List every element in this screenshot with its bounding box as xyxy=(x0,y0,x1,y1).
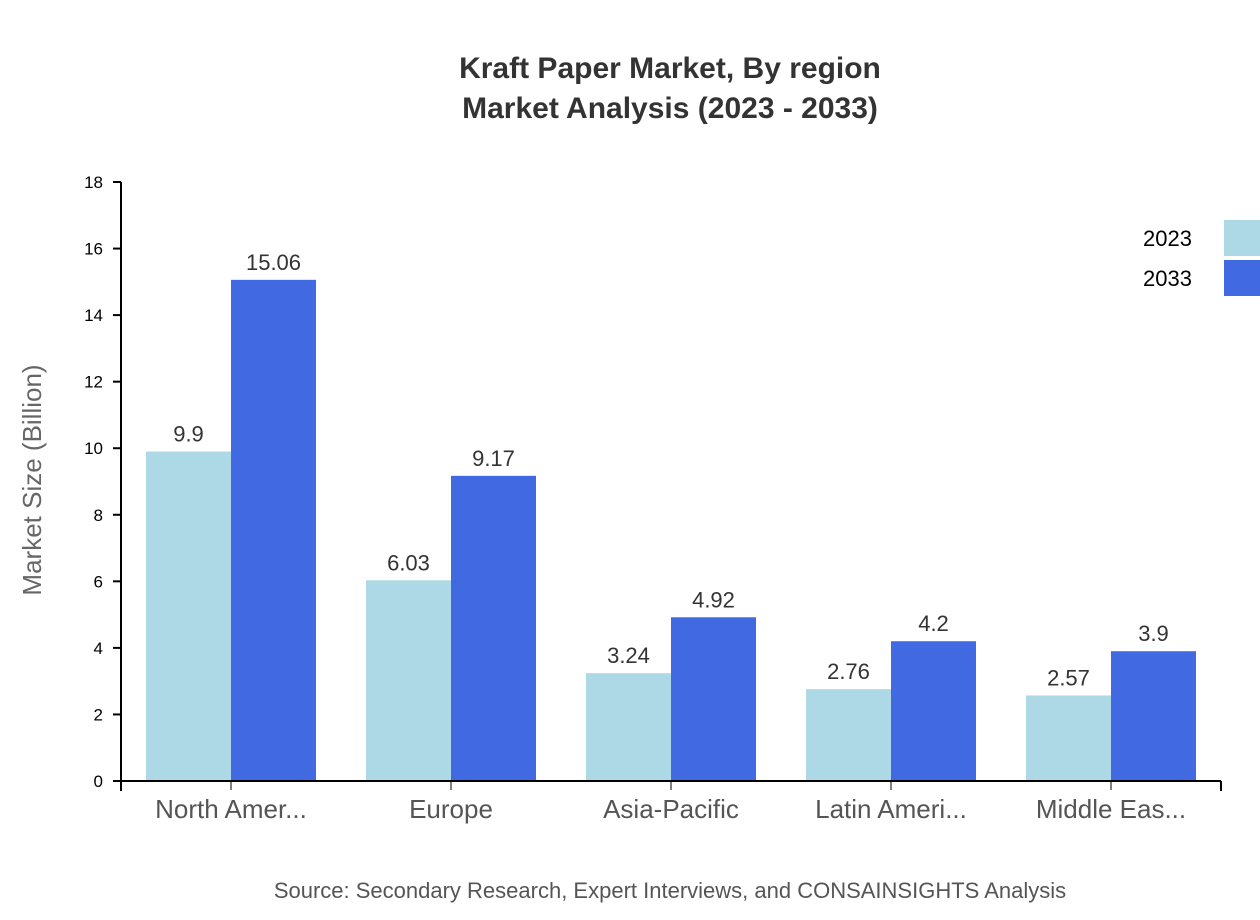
bar-2023 xyxy=(586,673,671,781)
value-label: 3.9 xyxy=(1138,621,1169,646)
y-axis-label: Market Size (Billion) xyxy=(17,364,47,595)
legend-swatch-2023 xyxy=(1224,220,1260,256)
source-note: Source: Secondary Research, Expert Inter… xyxy=(273,878,1067,903)
y-tick-label: 2 xyxy=(94,705,103,724)
y-axis: 0 2 4 6 8 10 12 14 16 18 xyxy=(84,173,122,791)
chart-title-line1: Kraft Paper Market, By region xyxy=(459,52,881,85)
chart-title-line2: Market Analysis (2023 - 2033) xyxy=(462,92,878,125)
y-tick-label: 18 xyxy=(84,173,103,192)
value-label: 2.57 xyxy=(1047,665,1090,690)
legend: 2023 2033 xyxy=(1143,220,1260,296)
bar-2033 xyxy=(891,641,976,781)
legend-label-2023: 2023 xyxy=(1143,226,1192,251)
bar-2023 xyxy=(806,689,891,781)
bar-2033 xyxy=(231,279,316,781)
y-tick-label: 6 xyxy=(94,572,103,591)
category-label: Europe xyxy=(409,794,493,824)
y-tick-label: 8 xyxy=(94,506,103,525)
y-tick-label: 14 xyxy=(84,306,103,325)
y-tick-label: 4 xyxy=(94,639,103,658)
value-label: 4.2 xyxy=(918,611,949,636)
legend-label-2033: 2033 xyxy=(1143,266,1192,291)
y-tick-label: 12 xyxy=(84,373,103,392)
x-axis: North Amer... Europe Asia-Pacific Latin Ame… xyxy=(120,780,1222,824)
y-tick-label: 0 xyxy=(94,772,103,791)
value-label: 3.24 xyxy=(607,643,650,668)
bar-2033 xyxy=(1111,651,1196,781)
category-label: Latin Ameri... xyxy=(815,794,967,824)
category-label: Asia-Pacific xyxy=(603,794,739,824)
bars-group: 9.9 15.06 6.03 9.17 3.24 4.92 2.76 4.2 2.57 3.9 xyxy=(146,250,1196,781)
y-tick-label: 16 xyxy=(84,240,103,259)
bar-2033 xyxy=(671,617,756,781)
bar-2033 xyxy=(451,475,536,781)
value-label: 9.17 xyxy=(472,446,515,471)
value-label: 9.9 xyxy=(173,422,204,447)
category-label: North Amer... xyxy=(155,794,307,824)
bar-2023 xyxy=(366,580,451,781)
bar-2023 xyxy=(146,451,231,781)
legend-swatch-2033 xyxy=(1224,260,1260,296)
bar-2023 xyxy=(1026,695,1111,781)
value-label: 2.76 xyxy=(827,659,870,684)
value-label: 4.92 xyxy=(692,587,735,612)
category-label: Middle Eas... xyxy=(1036,794,1186,824)
value-label: 6.03 xyxy=(387,550,430,575)
y-tick-label: 10 xyxy=(84,439,103,458)
value-label: 15.06 xyxy=(246,250,301,275)
